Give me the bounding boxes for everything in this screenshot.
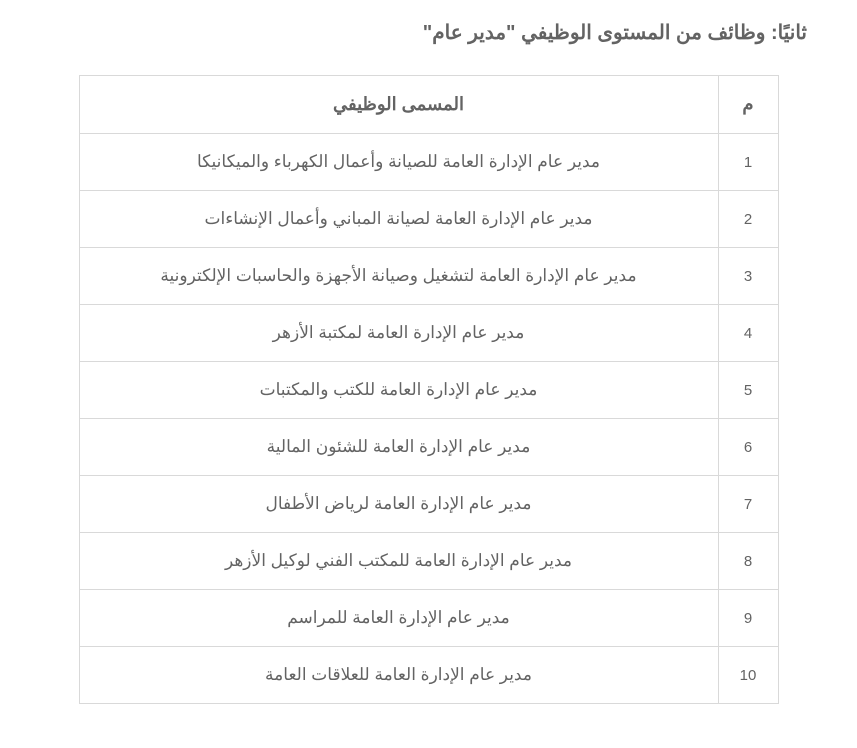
job-title: مدير عام الإدارة العامة لتشغيل وصيانة ال… bbox=[79, 248, 718, 305]
table-header-row: م المسمى الوظيفي bbox=[79, 76, 778, 134]
table-row: 8مدير عام الإدارة العامة للمكتب الفني لو… bbox=[79, 533, 778, 590]
table-row: 9مدير عام الإدارة العامة للمراسم bbox=[79, 590, 778, 647]
table-row: 2مدير عام الإدارة العامة لصيانة المباني … bbox=[79, 191, 778, 248]
job-title: مدير عام الإدارة العامة لمكتبة الأزهر bbox=[79, 305, 718, 362]
table-row: 5مدير عام الإدارة العامة للكتب والمكتبات bbox=[79, 362, 778, 419]
row-number: 4 bbox=[718, 305, 778, 362]
page-title: ثانيًا: وظائف من المستوى الوظيفي "مدير ع… bbox=[40, 20, 807, 45]
table-row: 7مدير عام الإدارة العامة لرياض الأطفال bbox=[79, 476, 778, 533]
table-row: 3مدير عام الإدارة العامة لتشغيل وصيانة ا… bbox=[79, 248, 778, 305]
job-title: مدير عام الإدارة العامة للمراسم bbox=[79, 590, 718, 647]
job-title: مدير عام الإدارة العامة للمكتب الفني لوك… bbox=[79, 533, 718, 590]
row-number: 7 bbox=[718, 476, 778, 533]
job-title: مدير عام الإدارة العامة لرياض الأطفال bbox=[79, 476, 718, 533]
job-title: مدير عام الإدارة العامة للعلاقات العامة bbox=[79, 647, 718, 704]
job-title: مدير عام الإدارة العامة لصيانة المباني و… bbox=[79, 191, 718, 248]
table-row: 1مدير عام الإدارة العامة للصيانة وأعمال … bbox=[79, 134, 778, 191]
row-number: 2 bbox=[718, 191, 778, 248]
row-number: 5 bbox=[718, 362, 778, 419]
row-number: 8 bbox=[718, 533, 778, 590]
table-row: 6مدير عام الإدارة العامة للشئون المالية bbox=[79, 419, 778, 476]
job-title: مدير عام الإدارة العامة للشئون المالية bbox=[79, 419, 718, 476]
row-number: 10 bbox=[718, 647, 778, 704]
table-row: 10مدير عام الإدارة العامة للعلاقات العام… bbox=[79, 647, 778, 704]
table-row: 4مدير عام الإدارة العامة لمكتبة الأزهر bbox=[79, 305, 778, 362]
col-header-title: المسمى الوظيفي bbox=[79, 76, 718, 134]
job-title: مدير عام الإدارة العامة للكتب والمكتبات bbox=[79, 362, 718, 419]
row-number: 3 bbox=[718, 248, 778, 305]
col-header-num: م bbox=[718, 76, 778, 134]
row-number: 6 bbox=[718, 419, 778, 476]
job-title: مدير عام الإدارة العامة للصيانة وأعمال ا… bbox=[79, 134, 718, 191]
row-number: 9 bbox=[718, 590, 778, 647]
row-number: 1 bbox=[718, 134, 778, 191]
jobs-table: م المسمى الوظيفي 1مدير عام الإدارة العام… bbox=[79, 75, 779, 704]
